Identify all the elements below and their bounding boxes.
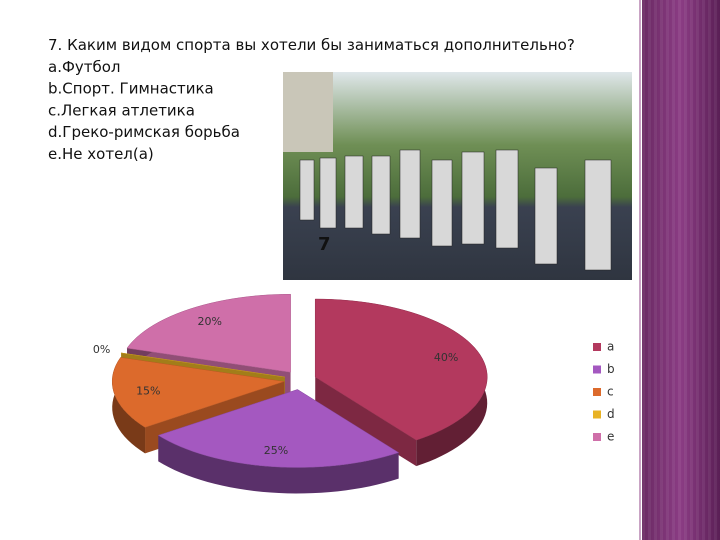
photo: 7	[283, 72, 632, 280]
legend-swatch	[593, 388, 601, 396]
legend-swatch	[593, 433, 601, 441]
question: 7. Каким видом спорта вы хотели бы заним…	[48, 36, 575, 54]
value-label: 0%	[93, 343, 110, 356]
pie-chart: 40% 25% 15% 0% 20%	[93, 293, 488, 494]
slice-wall	[315, 377, 417, 467]
legend-label: e	[607, 430, 614, 444]
value-label: 40%	[434, 351, 458, 364]
legend-label: c	[607, 385, 614, 399]
legend-label: d	[607, 407, 615, 421]
slice-side	[158, 435, 399, 494]
side-strip-texture	[642, 0, 720, 540]
slice	[126, 293, 291, 373]
option: b.Спорт. Гимнастика	[48, 80, 214, 98]
option: e.Не хотел(а)	[48, 145, 154, 163]
option: c.Легкая атлетика	[48, 101, 195, 119]
value-label: 25%	[264, 444, 288, 457]
options: a.Футбол b.Спорт. Гимнастика c.Легкая атле…	[48, 58, 240, 163]
option: a.Футбол	[48, 58, 121, 76]
value-label: 15%	[136, 384, 160, 397]
slice	[314, 298, 488, 441]
legend-swatch	[593, 410, 601, 419]
legend-label: b	[607, 362, 615, 376]
legend-label: a	[607, 340, 614, 354]
slice	[157, 389, 400, 468]
option: d.Греко-римская борьба	[48, 123, 240, 141]
photo-label: 7	[318, 234, 331, 255]
legend-swatch	[593, 365, 601, 374]
slice	[111, 357, 285, 428]
photo-background	[283, 72, 632, 280]
legend-swatch	[593, 343, 601, 351]
photo-building	[283, 72, 333, 152]
photo-people	[299, 149, 612, 271]
value-label: 20%	[197, 315, 221, 328]
